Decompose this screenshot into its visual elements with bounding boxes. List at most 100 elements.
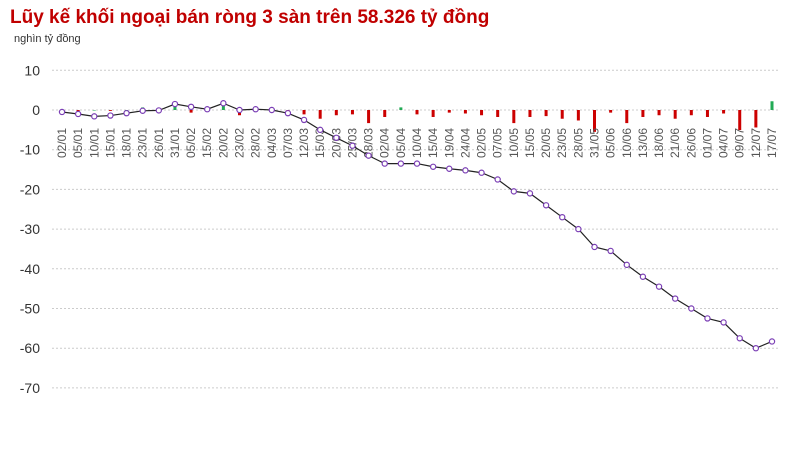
x-tick-label: 12/07	[749, 128, 763, 158]
y-axis-unit: nghìn tỷ đồng	[14, 33, 81, 45]
data-point	[575, 225, 582, 233]
x-tick-label: 15/03	[313, 128, 327, 158]
x-tick-label: 04/03	[265, 128, 279, 158]
x-tick-label: 05/02	[184, 128, 198, 158]
bar	[383, 110, 387, 117]
bar	[673, 110, 677, 119]
data-point	[413, 160, 421, 167]
data-point	[139, 107, 146, 114]
bar	[447, 110, 451, 113]
data-point	[220, 100, 227, 107]
bar	[770, 101, 774, 110]
bar	[399, 107, 403, 110]
x-tick-label: 19/04	[442, 128, 456, 158]
x-tick-label: 05/04	[394, 128, 408, 158]
data-point	[349, 142, 356, 149]
y-tick-label: -50	[20, 301, 40, 317]
data-point	[446, 165, 453, 172]
data-point	[768, 338, 776, 345]
bar	[593, 110, 596, 132]
x-tick-label: 17/07	[765, 128, 779, 158]
x-tick-label: 12/03	[297, 128, 311, 158]
data-point	[429, 163, 437, 170]
data-point	[107, 112, 114, 119]
data-point	[478, 169, 485, 176]
x-tick-label: 13/06	[636, 128, 650, 158]
bar	[108, 110, 112, 111]
data-point	[74, 110, 82, 118]
bar	[738, 110, 742, 131]
data-point	[526, 190, 534, 197]
bar	[641, 110, 645, 117]
bar	[350, 110, 354, 115]
x-tick-label: 15/02	[200, 128, 214, 158]
x-tick-label: 21/06	[668, 128, 682, 158]
x-tick-label: 15/05	[523, 128, 537, 158]
x-tick-label: 31/01	[168, 128, 182, 158]
x-tick-label: 20/02	[216, 128, 230, 158]
data-point	[671, 295, 679, 302]
x-tick-label: 23/02	[233, 128, 247, 158]
x-tick-label: 10/01	[87, 128, 101, 158]
x-tick-label: 10/04	[410, 128, 424, 158]
data-point	[397, 160, 405, 167]
bar	[657, 110, 661, 116]
data-point	[236, 106, 243, 114]
bar	[544, 110, 548, 117]
bar	[480, 110, 484, 116]
bar	[689, 110, 693, 116]
bar	[609, 110, 613, 113]
bar	[512, 110, 516, 124]
y-tick-label: -20	[20, 181, 40, 197]
data-point	[123, 109, 130, 117]
data-point	[607, 247, 614, 255]
x-tick-label: 07/03	[281, 128, 295, 158]
x-tick-label: 18/01	[120, 128, 134, 158]
bar	[221, 105, 225, 110]
bar	[415, 110, 419, 115]
bar	[528, 110, 532, 117]
bar	[705, 110, 709, 117]
bar	[431, 110, 435, 117]
data-point	[494, 176, 501, 183]
x-tick-label: 02/05	[475, 128, 489, 158]
data-point	[639, 273, 647, 280]
x-tick-label: 18/06	[652, 128, 666, 158]
data-point	[510, 188, 518, 195]
data-point	[252, 106, 259, 113]
data-point	[655, 283, 663, 290]
data-point	[58, 108, 66, 116]
bar	[302, 110, 306, 115]
data-point	[204, 106, 211, 113]
data-point	[542, 202, 550, 209]
y-tick-label: -70	[20, 380, 40, 396]
x-tick-label: 02/01	[55, 128, 69, 158]
data-point	[155, 107, 163, 114]
x-tick-label: 23/05	[555, 128, 569, 158]
bar	[496, 110, 500, 117]
bar	[334, 110, 338, 116]
data-point	[268, 106, 275, 114]
y-tick-label: 0	[32, 102, 40, 118]
data-point	[704, 315, 711, 322]
data-point	[462, 167, 469, 174]
x-tick-label: 26/01	[152, 128, 166, 158]
data-point	[559, 213, 566, 221]
data-point	[316, 126, 324, 134]
y-tick-label: -60	[20, 340, 40, 356]
bar	[173, 105, 177, 110]
bar	[92, 110, 96, 111]
x-tick-label: 23/01	[136, 128, 150, 158]
x-tick-label: 15/04	[426, 128, 440, 158]
bar	[560, 110, 564, 119]
x-tick-label: 10/05	[507, 128, 521, 158]
bar	[463, 110, 467, 114]
bar	[722, 110, 726, 114]
data-point	[300, 116, 308, 124]
data-point	[91, 113, 98, 120]
y-tick-label: -40	[20, 261, 40, 277]
y-tick-label: 10	[24, 62, 40, 78]
x-tick-label: 07/05	[491, 128, 505, 158]
x-tick-label: 02/04	[378, 128, 392, 158]
